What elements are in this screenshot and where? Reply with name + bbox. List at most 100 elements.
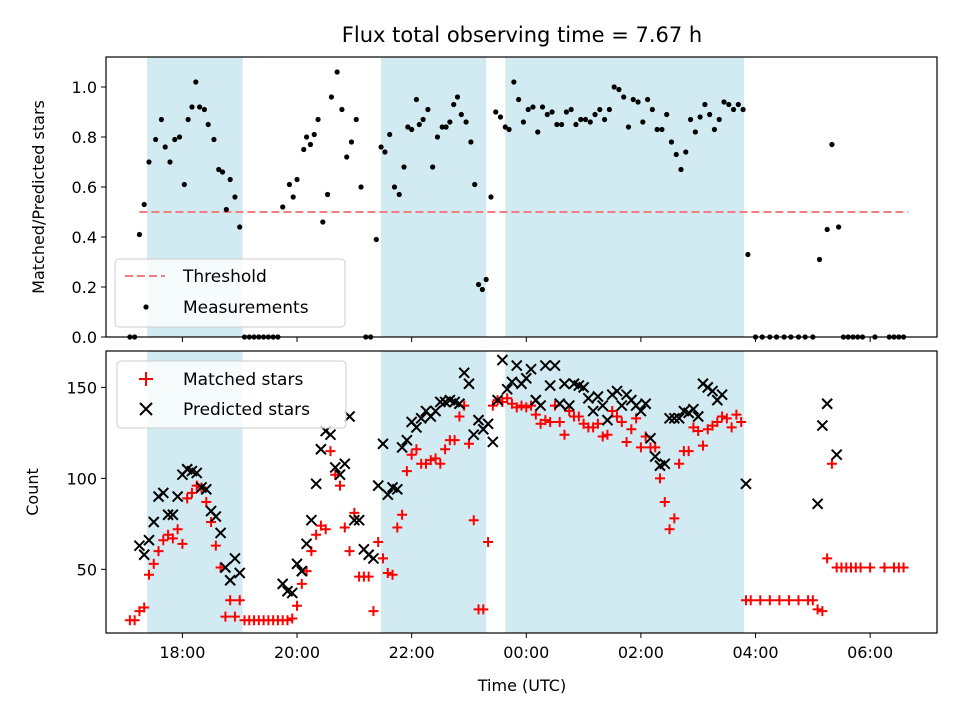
- predicted-star-point: [563, 399, 575, 412]
- predicted-star-point: [687, 403, 700, 415]
- matched-star-point: [172, 524, 183, 535]
- matched-star-point: [206, 517, 217, 528]
- measurement-point: [716, 116, 722, 123]
- predicted-star-point: [157, 487, 170, 499]
- matched-star-point: [530, 409, 541, 420]
- measurement-point: [578, 116, 584, 123]
- measurement-point: [387, 131, 393, 138]
- matched-star-point: [573, 411, 584, 422]
- matched-star-point: [793, 595, 804, 606]
- measurement-point: [673, 151, 679, 158]
- predicted-star-point: [601, 414, 614, 426]
- predicted-star-point: [167, 509, 179, 521]
- measurement-point: [745, 251, 751, 258]
- observing-interval-shade: [381, 351, 487, 633]
- matched-star-point: [487, 400, 498, 411]
- matched-star-point: [320, 524, 331, 535]
- measurement-point: [678, 166, 684, 173]
- matched-star-point: [592, 418, 603, 429]
- measurement-point: [730, 106, 737, 113]
- chart-title: Flux total observing time = 7.67 h: [342, 23, 702, 47]
- measurement-point: [141, 201, 147, 208]
- matched-star-point: [621, 436, 632, 447]
- matched-star-point: [430, 453, 441, 464]
- measurement-point: [721, 99, 727, 105]
- measurement-point: [358, 184, 364, 190]
- matched-star-point: [153, 546, 164, 557]
- y-tick-label: 100: [66, 469, 97, 488]
- measurement-point: [630, 96, 636, 103]
- predicted-star-point: [334, 469, 346, 481]
- top-y-axis-label: Matched/Predicted stars: [29, 100, 48, 294]
- measurement-point: [197, 104, 203, 110]
- measurement-point: [587, 119, 593, 125]
- predicted-star-point: [291, 558, 303, 570]
- measurement-point: [654, 126, 660, 133]
- predicted-star-point: [210, 510, 222, 523]
- matched-star-point: [344, 546, 355, 557]
- matched-star-point: [186, 487, 197, 498]
- matched-star-point: [483, 537, 494, 548]
- matched-star-point: [683, 446, 694, 457]
- bottom-legend-box: [116, 360, 347, 429]
- matched-star-point: [301, 566, 312, 577]
- predicted-star-point: [296, 565, 308, 577]
- legend-threshold-label: Threshold: [182, 267, 267, 287]
- matched-star-point: [674, 458, 685, 469]
- x-axis-label: Time (UTC): [477, 676, 566, 695]
- matched-star-point: [516, 400, 527, 411]
- matched-star-point: [564, 406, 575, 417]
- matched-star-point: [463, 438, 474, 449]
- predicted-star-point: [143, 534, 155, 546]
- measurement-point: [189, 104, 195, 110]
- predicted-star-point: [673, 412, 685, 425]
- legend-predicted-label: Predicted stars: [183, 400, 310, 420]
- predicted-star-point: [506, 376, 518, 388]
- matched-star-point: [764, 595, 775, 606]
- predicted-star-point: [234, 567, 246, 579]
- matched-star-point: [401, 466, 412, 477]
- matched-star-point: [669, 513, 680, 524]
- matched-star-point: [449, 435, 460, 446]
- measurement-point: [348, 139, 355, 145]
- predicted-star-point: [463, 378, 475, 390]
- legend-matched-label: Matched stars: [183, 370, 303, 390]
- matched-star-point: [717, 411, 728, 422]
- matched-star-point: [397, 509, 408, 520]
- measurement-point: [454, 94, 461, 100]
- predicted-star-point: [635, 405, 647, 417]
- predicted-star-point: [453, 398, 466, 410]
- measurement-point: [649, 106, 655, 113]
- predicted-star-point: [544, 379, 556, 392]
- matched-star-point: [521, 402, 532, 413]
- measurement-point: [592, 111, 598, 118]
- predicted-star-point: [663, 412, 676, 425]
- measurement-point: [463, 119, 469, 125]
- predicted-star-point: [587, 405, 599, 417]
- measurement-point: [606, 106, 612, 113]
- matched-star-point: [502, 393, 513, 404]
- predicted-star-point: [171, 490, 184, 503]
- measurement-point: [232, 194, 238, 200]
- observing-interval-shade: [381, 57, 487, 337]
- matched-star-point: [210, 540, 221, 551]
- measurement-point: [644, 96, 651, 103]
- predicted-star-point: [229, 552, 241, 565]
- measurement-point: [816, 256, 823, 263]
- predicted-star-point: [811, 498, 824, 510]
- matched-star-point: [406, 449, 417, 460]
- predicted-star-point: [224, 574, 236, 586]
- matched-star-point: [378, 553, 388, 564]
- measurement-point: [483, 276, 489, 283]
- measurement-point: [479, 286, 485, 293]
- predicted-star-point: [534, 399, 547, 412]
- predicted-star-point: [582, 392, 595, 405]
- predicted-star-point: [148, 516, 160, 528]
- measurement-point: [740, 106, 746, 113]
- measurement-point: [582, 116, 589, 123]
- measurement-point: [468, 139, 474, 145]
- matched-star-point: [382, 567, 393, 578]
- measurement-point: [659, 126, 665, 133]
- y-tick-label: 0.2: [72, 278, 97, 297]
- measurement-point: [413, 96, 420, 103]
